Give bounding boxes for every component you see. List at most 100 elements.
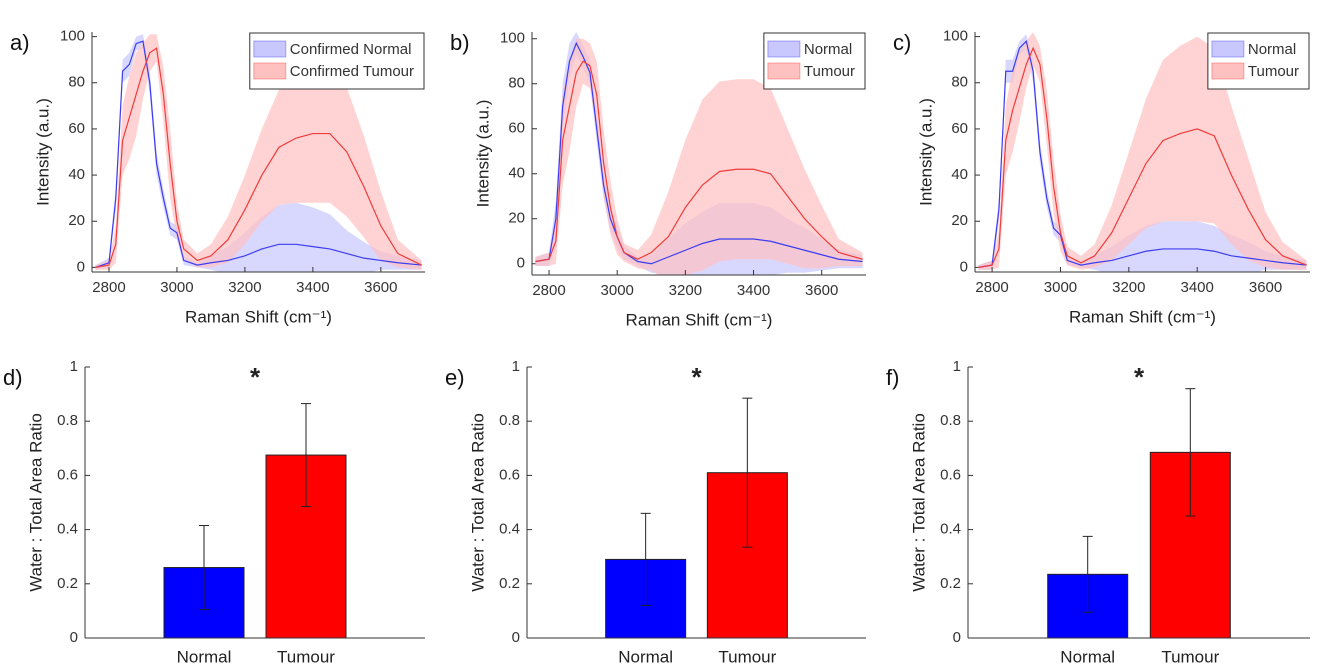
y-axis-label: Water : Total Area Ratio	[909, 413, 928, 592]
x-tick-label: 3400	[737, 282, 770, 299]
y-tick-label: 80	[508, 75, 525, 92]
legend-label: Confirmed Normal	[290, 41, 412, 58]
x-tick-label: 3000	[1044, 279, 1077, 296]
panel-label: c)	[893, 30, 911, 55]
y-tick-label: 1	[953, 358, 961, 375]
band	[535, 38, 863, 275]
legend-swatch	[767, 62, 801, 80]
y-tick-label: 40	[951, 166, 968, 183]
y-tick-label: 0.8	[499, 412, 520, 429]
y-tick-label: 40	[508, 165, 525, 182]
line	[95, 47, 422, 268]
line	[95, 40, 422, 268]
y-tick-label: 0	[77, 258, 85, 275]
panel-label: e)	[445, 365, 465, 390]
legend-swatch	[1211, 62, 1245, 80]
x-tick-label: Normal	[1060, 647, 1115, 666]
legend-label: Tumour	[1248, 63, 1299, 80]
panel-label: d)	[3, 365, 23, 390]
legend-label: Tumour	[804, 63, 855, 80]
y-tick-label: 80	[951, 74, 968, 91]
legend: Normal Tumour	[763, 32, 866, 90]
error-bar	[742, 397, 753, 548]
error-bar	[199, 525, 209, 611]
y-tick-label: 0.4	[57, 521, 78, 538]
y-tick-label: 100	[60, 28, 85, 45]
x-tick-label: Tumour	[1161, 647, 1219, 666]
line	[535, 41, 863, 265]
y-tick-label: 60	[508, 120, 525, 137]
y-tick-label: 0	[517, 255, 525, 272]
panel-label: f)	[886, 365, 899, 390]
x-tick-label: 2800	[92, 279, 125, 296]
panel-label: a)	[10, 30, 30, 55]
y-tick-label: 0.2	[499, 575, 520, 592]
y-axis-label: Water : Total Area Ratio	[468, 413, 487, 592]
y-tick-label: 0	[960, 258, 968, 275]
y-tick-label: 40	[68, 166, 85, 183]
x-tick-label: 3200	[669, 282, 702, 299]
y-tick-label: 0.8	[940, 412, 961, 429]
y-tick-label: 0	[70, 629, 78, 646]
legend-swatch	[1211, 40, 1245, 58]
annotation: *	[1134, 362, 1145, 392]
y-tick-label: 0.6	[940, 466, 961, 483]
x-tick-label: 3400	[296, 279, 329, 296]
x-tick-label: Normal	[618, 647, 673, 666]
line	[978, 40, 1307, 268]
plot-area	[95, 34, 422, 272]
y-tick-label: 20	[508, 210, 525, 227]
x-tick-label: 3600	[364, 279, 397, 296]
x-tick-label: 3000	[160, 279, 193, 296]
y-tick-label: 0.6	[499, 466, 520, 483]
y-tick-label: 0.2	[940, 575, 961, 592]
band	[978, 32, 1307, 270]
y-tick-label: 60	[951, 120, 968, 137]
x-tick-label: 2800	[532, 282, 565, 299]
legend-label: Confirmed Tumour	[290, 63, 414, 80]
y-tick-label: 0	[512, 629, 520, 646]
line	[535, 60, 863, 263]
x-tick-label: Normal	[177, 647, 232, 666]
x-tick-label: 3200	[1112, 279, 1145, 296]
legend: Confirmed Normal Confirmed Tumour	[249, 32, 425, 90]
panel-label: b)	[450, 30, 470, 55]
annotation: *	[250, 362, 261, 392]
x-tick-label: 3000	[601, 282, 634, 299]
legend-label: Normal	[804, 41, 852, 58]
band	[95, 34, 422, 270]
line	[978, 46, 1307, 268]
legend-label: Normal	[1248, 41, 1296, 58]
plot-area	[535, 32, 863, 275]
x-tick-label: 2800	[975, 279, 1008, 296]
legend: Normal Tumour	[1207, 32, 1310, 90]
legend-swatch	[253, 62, 287, 80]
y-axis-label: Intensity (a.u.)	[33, 98, 52, 206]
y-tick-label: 0.4	[499, 521, 520, 538]
error-bar	[301, 403, 311, 508]
y-tick-label: 0	[953, 629, 961, 646]
x-tick-label: 3400	[1181, 279, 1214, 296]
y-tick-label: 1	[512, 358, 520, 375]
legend-box	[249, 32, 425, 90]
y-tick-label: 100	[500, 30, 525, 47]
y-tick-label: 0.8	[57, 412, 78, 429]
error-bar	[640, 512, 651, 606]
legend-swatch	[767, 40, 801, 58]
error-bar	[1185, 388, 1196, 517]
legend-swatch	[253, 40, 287, 58]
x-axis-label: Raman Shift (cm⁻¹)	[626, 310, 773, 329]
y-tick-label: 0.6	[57, 466, 78, 483]
y-tick-label: 100	[943, 28, 968, 45]
y-tick-label: 0.4	[940, 521, 961, 538]
y-axis-label: Water : Total Area Ratio	[26, 413, 45, 592]
y-tick-label: 80	[68, 74, 85, 91]
x-axis-label: Raman Shift (cm⁻¹)	[185, 307, 332, 326]
y-tick-label: 0.2	[57, 575, 78, 592]
x-tick-label: Tumour	[718, 647, 776, 666]
y-tick-label: 20	[951, 212, 968, 229]
y-tick-label: 20	[68, 212, 85, 229]
plot-area	[978, 32, 1307, 272]
